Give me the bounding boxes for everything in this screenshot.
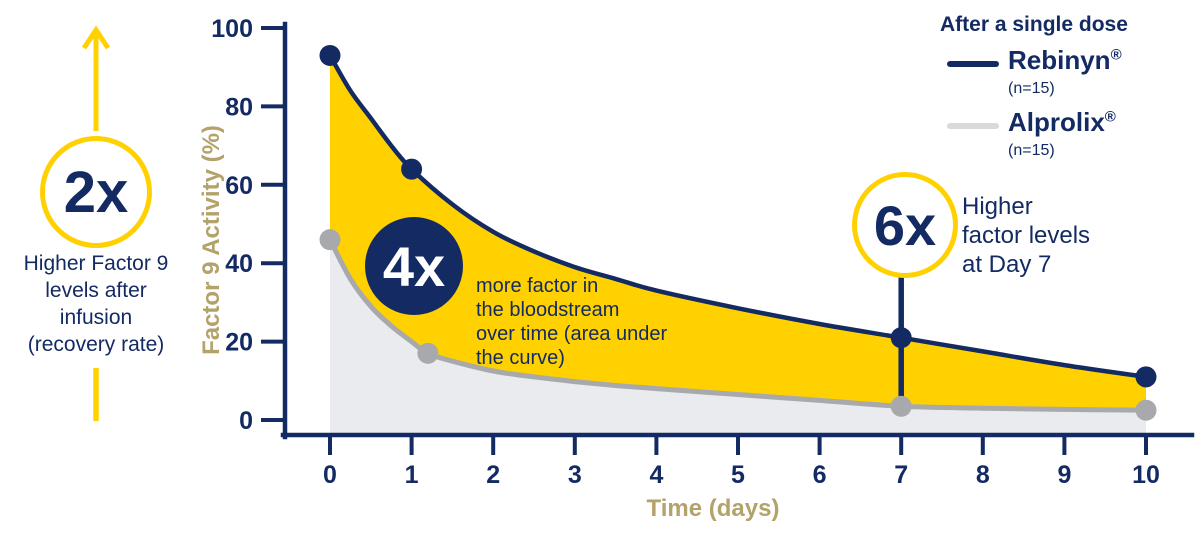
y-axis-label: Factor 9 Activity (%)	[198, 125, 225, 355]
alprolix-curve	[327, 238, 1147, 413]
rebinyn-data-point	[401, 158, 423, 180]
legend-label-rebinyn: Rebinyn®	[1008, 45, 1122, 76]
x-tick-label: 0	[323, 461, 337, 489]
plot-area	[319, 44, 1157, 433]
x-tick-label: 1	[405, 461, 419, 489]
recovery-caption: Higher Factor 9 levels after infusion (r…	[23, 252, 169, 356]
x-tick-label: 5	[731, 461, 745, 489]
recovery-up-arrow-head-icon	[81, 25, 111, 50]
rebinyn-data-point	[890, 327, 912, 349]
rebinyn-curve	[328, 54, 1147, 380]
y-tick-label: 100	[211, 15, 253, 43]
x-tick-label: 6	[813, 461, 827, 489]
x-tick-label: 9	[1057, 461, 1071, 489]
rebinyn-data-point	[1135, 366, 1157, 388]
day7-multiplier-badge: 6x	[852, 172, 958, 278]
alprolix-data-point	[1135, 399, 1157, 421]
y-tick-label: 40	[225, 250, 253, 278]
legend-label-alprolix: Alprolix®	[1008, 107, 1116, 138]
x-tick-label: 10	[1132, 461, 1160, 489]
between-curves-area-fill	[330, 55, 1146, 411]
alprolix-data-point	[417, 342, 439, 364]
rebinyn-brand-name: Rebinyn	[1008, 45, 1111, 75]
alprolix-line-swatch	[947, 123, 999, 129]
x-axis-label: Time (days)	[646, 495, 780, 522]
alprolix-data-point	[890, 395, 912, 417]
auc-multiplier-badge: 4x	[365, 217, 463, 315]
rebinyn-sample-size: (n=15)	[1008, 80, 1055, 97]
rebinyn-data-point	[319, 44, 341, 66]
x-tick-label: 4	[649, 461, 663, 489]
auc-caption: more factor in the bloodstream over time…	[476, 275, 668, 369]
registered-mark-icon: ®	[1110, 46, 1122, 64]
axis-ticks: 0 20 40 60 80 100 0 1 2 3 4 5 6 7 8 9 10	[211, 15, 1160, 489]
day7-caption: Higher factor levels at Day 7	[962, 193, 1091, 278]
rebinyn-line-swatch	[947, 61, 999, 67]
alprolix-area-fill	[330, 239, 1146, 433]
y-tick-label: 60	[225, 172, 253, 200]
alprolix-brand-name: Alprolix	[1008, 107, 1105, 137]
alprolix-data-point	[319, 229, 341, 251]
registered-mark-icon: ®	[1104, 108, 1116, 126]
x-tick-label: 2	[486, 461, 500, 489]
recovery-multiplier-badge: 2x	[40, 136, 152, 248]
y-tick-label: 0	[239, 407, 253, 435]
legend-title: After a single dose	[940, 13, 1128, 36]
y-tick-label: 80	[225, 93, 253, 121]
x-tick-label: 3	[568, 461, 582, 489]
alprolix-sample-size: (n=15)	[1008, 142, 1055, 159]
x-tick-label: 7	[894, 461, 908, 489]
x-tick-label: 8	[976, 461, 990, 489]
y-tick-label: 20	[225, 329, 253, 357]
